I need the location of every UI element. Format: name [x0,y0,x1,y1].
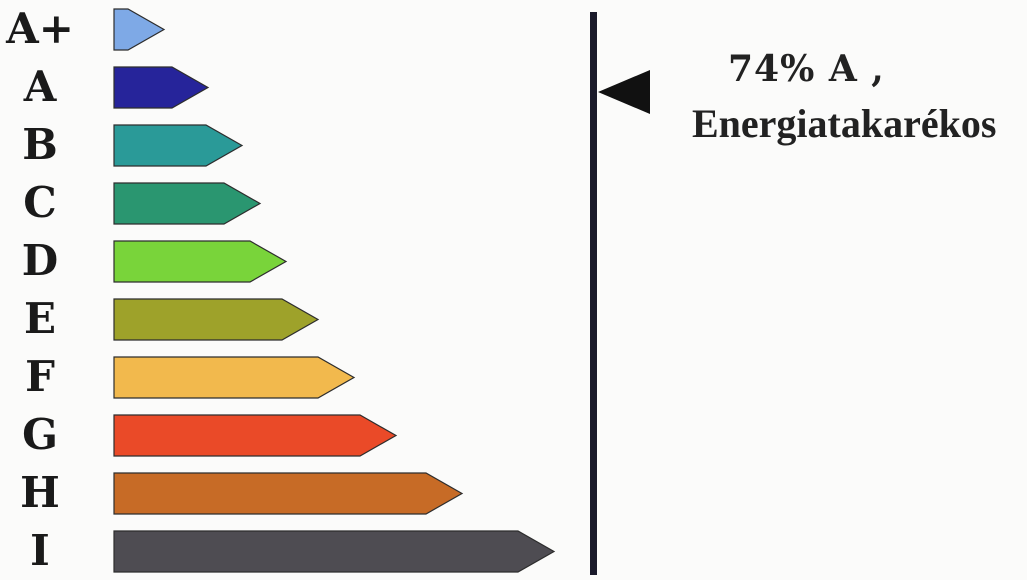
rating-pointer-arrow [598,70,650,114]
energy-bar-a [113,66,210,109]
energy-bar-h [113,472,464,515]
energy-bar-c [113,182,262,225]
energy-class-label-b: B [22,120,58,169]
energy-bar-i [113,530,556,573]
energy-bar-g [113,414,398,457]
energy-bar-b [113,124,244,167]
energy-class-label-a: A [23,62,57,111]
rating-description: Energiatakarékos [692,101,997,146]
energy-class-label-c: C [23,178,57,227]
energy-class-label-a-plus: A+ [6,4,74,53]
energy-bar-f [113,356,356,399]
energy-class-label-i: I [30,526,50,575]
rating-value: 74% A , [728,48,885,90]
energy-bar-a-plus [113,8,166,51]
energy-class-label-h: H [20,468,60,517]
scale-divider [590,12,597,575]
energy-class-label-d: D [21,236,59,285]
energy-class-label-g: G [22,410,58,459]
energy-class-label-e: E [23,294,56,343]
energy-class-label-f: F [25,352,55,401]
energy-bar-d [113,240,288,283]
energy-bar-e [113,298,320,341]
energy-class-bars [113,8,556,573]
